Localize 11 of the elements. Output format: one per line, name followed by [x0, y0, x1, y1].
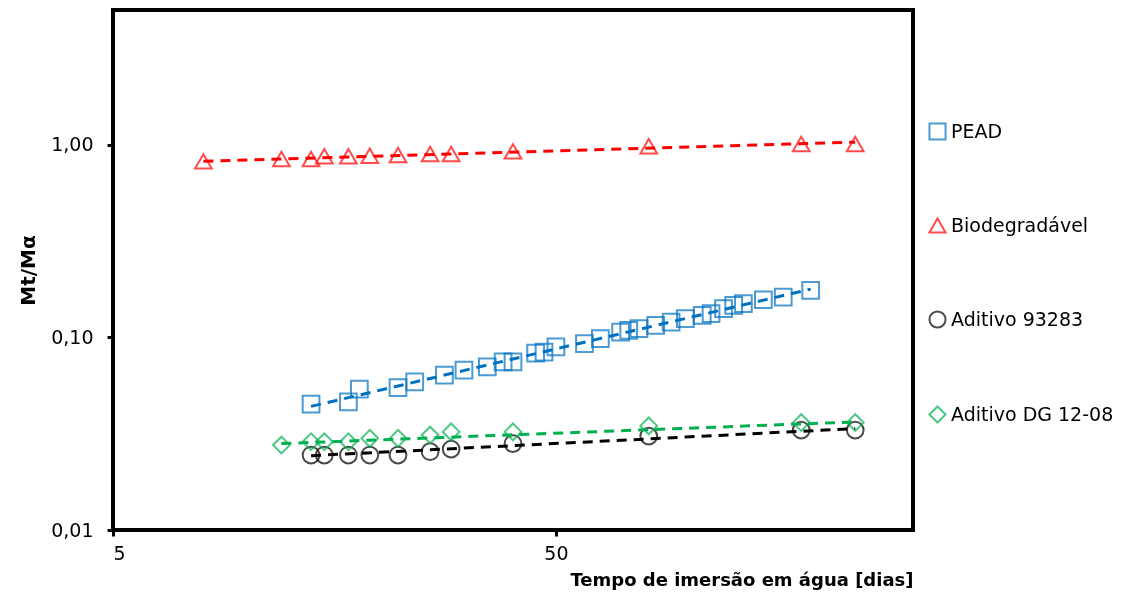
- x-tick-label: 5: [113, 541, 126, 564]
- y-tick-label: 0,10: [51, 325, 94, 348]
- y-axis-title: Mt/Mα: [16, 235, 41, 306]
- y-tick-label: 0,01: [51, 518, 94, 541]
- legend-label: Aditivo DG 12-08: [951, 402, 1114, 425]
- x-tick-label: 50: [544, 541, 569, 564]
- legend-label: Aditivo 93283: [951, 307, 1084, 330]
- legend-label: PEAD: [951, 119, 1003, 142]
- legend-label: Biodegradável: [951, 213, 1089, 236]
- x-axis-title: Tempo de imersão em água [dias]: [570, 568, 914, 590]
- y-tick-label: 1,00: [51, 133, 94, 156]
